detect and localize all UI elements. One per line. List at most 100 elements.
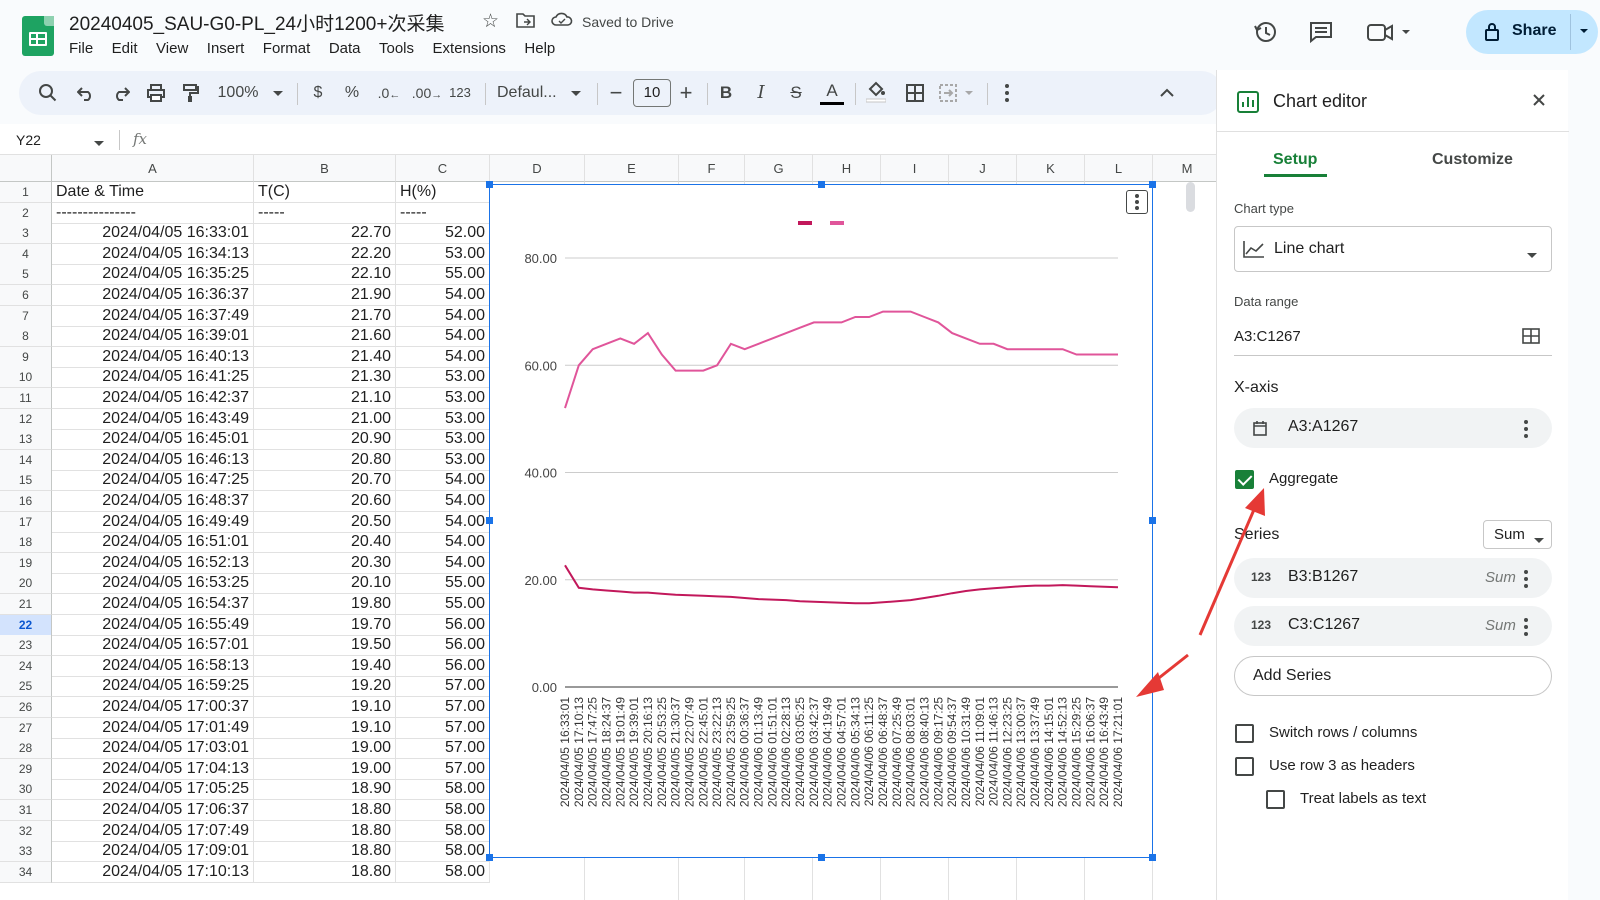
sheets-logo-icon[interactable] <box>22 16 54 56</box>
cell-c[interactable]: 54.00 <box>396 305 490 327</box>
zoom-dropdown-icon[interactable] <box>271 71 285 115</box>
cell-b[interactable]: 19.10 <box>254 697 396 718</box>
cell-b[interactable]: 22.20 <box>254 243 396 265</box>
menu-edit[interactable]: Edit <box>111 40 138 57</box>
row-header[interactable]: 17 <box>0 511 52 533</box>
cell-a[interactable]: 2024/04/05 16:48:37 <box>52 491 254 512</box>
cell-c[interactable]: 56.00 <box>396 614 490 636</box>
row-header[interactable]: 34 <box>0 861 52 883</box>
chart-menu-button[interactable] <box>1126 190 1148 214</box>
cell-b[interactable]: 19.80 <box>254 594 396 615</box>
column-header-l[interactable]: L <box>1085 155 1153 182</box>
column-header-b[interactable]: B <box>254 155 396 182</box>
chart-type-select[interactable]: Line chart <box>1234 226 1552 272</box>
row-header[interactable]: 27 <box>0 717 52 739</box>
fill-color-icon[interactable] <box>864 71 888 115</box>
cell-c[interactable]: 58.00 <box>396 820 490 842</box>
cell-c[interactable]: 54.00 <box>396 285 490 306</box>
row-header[interactable]: 28 <box>0 738 52 760</box>
cell-a[interactable]: 2024/04/05 16:34:13 <box>52 243 254 265</box>
cell-a[interactable]: 2024/04/05 16:36:37 <box>52 285 254 306</box>
cell-a[interactable]: 2024/04/05 17:00:37 <box>52 697 254 718</box>
cell-c[interactable]: 58.00 <box>396 841 490 863</box>
cell-a[interactable]: 2024/04/05 16:54:37 <box>52 594 254 615</box>
cell-b[interactable]: T(C) <box>254 182 396 203</box>
cell-b[interactable]: 18.80 <box>254 820 396 842</box>
borders-icon[interactable] <box>903 71 927 115</box>
row-header[interactable]: 11 <box>0 388 52 409</box>
cell-a[interactable]: 2024/04/05 16:47:25 <box>52 470 254 492</box>
cell-a[interactable]: 2024/04/05 16:58:13 <box>52 655 254 677</box>
cell-c[interactable]: 58.00 <box>396 861 490 883</box>
cell-a[interactable]: 2024/04/05 16:35:25 <box>52 264 254 286</box>
row-header[interactable]: 25 <box>0 676 52 698</box>
cell-c[interactable]: 54.00 <box>396 346 490 368</box>
cell-c[interactable]: 53.00 <box>396 449 490 471</box>
row-header[interactable]: 1 <box>0 182 52 203</box>
column-header-a[interactable]: A <box>52 155 254 182</box>
increase-decimal-button[interactable]: .00→ <box>411 71 443 115</box>
cell-c[interactable]: 57.00 <box>396 676 490 698</box>
use-row-headers-checkbox[interactable] <box>1235 757 1254 776</box>
cell-a[interactable]: Date & Time <box>52 182 254 203</box>
row-header[interactable]: 32 <box>0 820 52 842</box>
font-dropdown-icon[interactable] <box>569 71 583 115</box>
column-header-c[interactable]: C <box>396 155 490 182</box>
cell-a[interactable]: 2024/04/05 17:04:13 <box>52 758 254 780</box>
row-header[interactable]: 7 <box>0 305 52 327</box>
column-header-i[interactable]: I <box>881 155 949 182</box>
aggregate-checkbox[interactable] <box>1235 470 1254 489</box>
row-header[interactable]: 26 <box>0 697 52 718</box>
bold-button[interactable]: B <box>719 83 733 102</box>
row-header[interactable]: 4 <box>0 243 52 265</box>
cell-c[interactable]: 52.00 <box>396 223 490 245</box>
percent-format-button[interactable]: % <box>344 84 360 101</box>
column-header-e[interactable]: E <box>585 155 679 182</box>
row-header[interactable]: 21 <box>0 594 52 615</box>
cell-c[interactable]: 55.00 <box>396 594 490 615</box>
cell-c[interactable]: 53.00 <box>396 388 490 409</box>
menu-insert[interactable]: Insert <box>206 40 245 57</box>
row-header[interactable]: 22 <box>0 614 52 636</box>
cell-a[interactable]: 2024/04/05 16:37:49 <box>52 305 254 327</box>
column-header-f[interactable]: F <box>679 155 745 182</box>
row-header[interactable]: 23 <box>0 635 52 657</box>
column-header-k[interactable]: K <box>1017 155 1085 182</box>
cell-a[interactable]: 2024/04/05 16:40:13 <box>52 346 254 368</box>
italic-button[interactable]: I <box>757 82 765 103</box>
line-chart[interactable]: 0.00 20.00 40.00 60.00 80.00 2024/04/05 16:33… <box>486 181 1156 861</box>
cell-a[interactable]: 2024/04/05 16:42:37 <box>52 388 254 409</box>
resize-handle[interactable] <box>486 854 493 861</box>
cell-a[interactable]: 2024/04/05 16:51:01 <box>52 532 254 554</box>
row-header[interactable]: 6 <box>0 285 52 306</box>
cell-c[interactable]: 57.00 <box>396 758 490 780</box>
row-header[interactable]: 20 <box>0 573 52 595</box>
resize-handle[interactable] <box>1149 181 1156 188</box>
cell-a[interactable]: 2024/04/05 16:59:25 <box>52 676 254 698</box>
redo-icon[interactable] <box>108 71 134 115</box>
series-menu-icon[interactable] <box>1524 618 1528 636</box>
column-header-j[interactable]: J <box>949 155 1017 182</box>
treat-labels-checkbox[interactable] <box>1266 790 1285 809</box>
switch-rows-checkbox[interactable] <box>1235 724 1254 743</box>
cell-a[interactable]: --------------- <box>52 202 254 224</box>
column-header-h[interactable]: H <box>813 155 881 182</box>
text-color-button[interactable]: A <box>820 71 844 115</box>
series-aggregate-select[interactable]: Sum <box>1483 520 1552 549</box>
star-icon[interactable]: ☆ <box>482 11 500 32</box>
share-button[interactable]: Share <box>1466 10 1598 54</box>
cell-b[interactable]: 19.00 <box>254 738 396 760</box>
x-axis-menu-icon[interactable] <box>1524 420 1528 438</box>
cell-c[interactable]: 56.00 <box>396 635 490 657</box>
cell-a[interactable]: 2024/04/05 16:52:13 <box>52 552 254 574</box>
formula-input[interactable] <box>160 127 1210 152</box>
undo-icon[interactable] <box>73 71 99 115</box>
more-options-icon[interactable] <box>999 71 1015 115</box>
cell-b[interactable]: 20.80 <box>254 449 396 471</box>
cell-c[interactable]: 53.00 <box>396 408 490 430</box>
cell-a[interactable]: 2024/04/05 16:46:13 <box>52 449 254 471</box>
cell-a[interactable]: 2024/04/05 17:03:01 <box>52 738 254 760</box>
cell-a[interactable]: 2024/04/05 16:45:01 <box>52 429 254 451</box>
decrease-font-size-icon[interactable]: − <box>609 80 623 105</box>
menu-format[interactable]: Format <box>262 40 311 57</box>
